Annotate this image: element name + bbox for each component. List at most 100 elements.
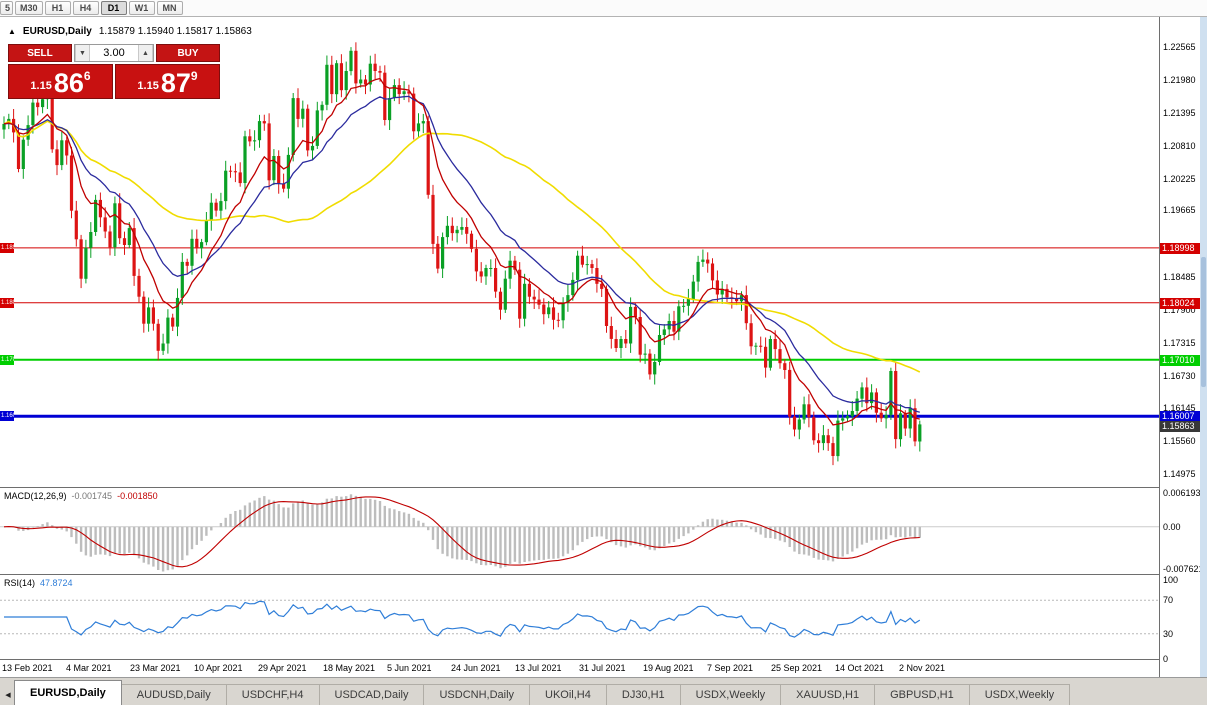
- scrollbar-thumb[interactable]: [1201, 257, 1206, 387]
- level-left-tag: 1.18998: [0, 243, 14, 253]
- price-axis-label: 1.19665: [1163, 205, 1196, 215]
- chart-tab-xauusd-h1[interactable]: XAUUSD,H1: [780, 684, 876, 705]
- level-price-tag: 1.17010: [1160, 355, 1200, 366]
- time-axis: 13 Feb 2021 4 Mar 2021 23 Mar 2021 10 Apr 2…: [0, 659, 1159, 677]
- current-price-tag: 1.15863: [1160, 421, 1200, 432]
- chart-column: ▲ EURUSD,Daily 1.15879 1.15940 1.15817 1…: [0, 17, 1160, 677]
- price-axis-label: 1.20225: [1163, 174, 1196, 184]
- macd-indicator-label: MACD(12,26,9) -0.001745 -0.001850: [4, 491, 158, 501]
- rsi-title: RSI(14): [4, 578, 36, 588]
- volume-increase-button[interactable]: ▲: [138, 45, 153, 61]
- date-label: 19 Aug 2021: [643, 663, 694, 673]
- chart-tab-eurusd-daily[interactable]: EURUSD,Daily: [14, 680, 122, 705]
- ask-price-pipette: 9: [190, 69, 198, 83]
- ask-price-prefix: 1.15: [137, 80, 159, 92]
- sell-button[interactable]: SELL: [8, 44, 72, 62]
- price-panel: ▲ EURUSD,Daily 1.15879 1.15940 1.15817 1…: [0, 17, 1159, 487]
- macd-axis-label: 0.006193: [1163, 488, 1201, 498]
- buy-button[interactable]: BUY: [156, 44, 220, 62]
- macd-axis-label: -0.007621: [1163, 564, 1204, 574]
- price-chart-canvas[interactable]: [0, 17, 1159, 487]
- rsi-axis-label: 70: [1163, 595, 1174, 605]
- chart-tab-bar: ◀ EURUSD,Daily AUDUSD,Daily USDCHF,H4 USDCA…: [0, 677, 1207, 705]
- price-axis-label: 1.21395: [1163, 108, 1196, 118]
- price-axis: 1.22565 1.21980 1.21395 1.20810 1.20225 1.196…: [1160, 17, 1204, 677]
- bid-price-big-digits: 86: [53, 68, 84, 98]
- level-price-tag: 1.16007: [1160, 411, 1200, 422]
- date-label: 10 Apr 2021: [194, 663, 243, 673]
- rsi-axis-label: 100: [1163, 575, 1179, 585]
- date-label: 2 Nov 2021: [899, 663, 946, 673]
- tabs-row: EURUSD,Daily AUDUSD,Daily USDCHF,H4 USDCAD,…: [14, 677, 1071, 705]
- volume-decrease-button[interactable]: ▼: [75, 45, 90, 61]
- price-axis-label: 1.17900: [1163, 305, 1196, 315]
- date-label: 13 Feb 2021: [2, 663, 53, 673]
- price-axis-label: 1.15560: [1163, 436, 1196, 446]
- level-left-tag: 1.17010: [0, 355, 14, 365]
- macd-chart-canvas[interactable]: [0, 488, 1159, 574]
- price-axis-label: 1.16145: [1163, 403, 1196, 413]
- timeframe-toolbar: 5 M30 H1 H4 D1 W1 MN: [0, 0, 1207, 17]
- rsi-value: 47.8724: [40, 578, 73, 588]
- timeframe-button-w1[interactable]: W1: [128, 1, 155, 15]
- date-label: 24 Jun 2021: [451, 663, 501, 673]
- one-click-trade-panel: SELL ▼ 3.00 ▲ BUY 1.15 86 6: [8, 44, 220, 99]
- chart-title: ▲ EURUSD,Daily 1.15879 1.15940 1.15817 1…: [8, 26, 252, 37]
- trade-buttons-row: SELL ▼ 3.00 ▲ BUY: [8, 44, 220, 62]
- chart-tab-ukoil-h4[interactable]: UKOil,H4: [529, 684, 607, 705]
- chart-symbol-label: EURUSD,Daily: [22, 26, 92, 37]
- bid-price-pipette: 6: [83, 69, 91, 83]
- macd-main-value: -0.001745: [71, 491, 113, 501]
- timeframe-button-m30[interactable]: M30: [15, 1, 43, 15]
- level-left-tag: 1.16007: [0, 411, 14, 421]
- ask-price-big-digits: 87: [160, 68, 191, 98]
- ask-quote-button[interactable]: 1.15 87 9: [115, 64, 220, 99]
- timeframe-button-mn[interactable]: MN: [156, 1, 183, 15]
- vertical-scrollbar[interactable]: [1200, 17, 1207, 677]
- chart-tab-dj30-h1[interactable]: DJ30,H1: [605, 684, 681, 705]
- price-axis-label: 1.22565: [1163, 42, 1196, 52]
- rsi-indicator-label: RSI(14) 47.8724: [4, 578, 73, 588]
- macd-signal-value: -0.001850: [117, 491, 158, 501]
- price-axis-label: 1.21980: [1163, 75, 1196, 85]
- chart-tab-usdcad-daily[interactable]: USDCAD,Daily: [318, 684, 425, 705]
- timeframe-button-5[interactable]: 5: [0, 1, 13, 15]
- price-axis-label: 1.17315: [1163, 338, 1196, 348]
- bid-price-prefix: 1.15: [30, 80, 52, 92]
- price-axis-label: 1.18485: [1163, 272, 1196, 282]
- chart-tab-gbpusd-h1[interactable]: GBPUSD,H1: [874, 684, 970, 705]
- date-label: 18 May 2021: [323, 663, 376, 673]
- quote-boxes-row: 1.15 86 6 1.15 87 9: [8, 64, 220, 99]
- rsi-axis-label: 0: [1163, 654, 1169, 664]
- chart-ohlc-values: 1.15879 1.15940 1.15817 1.15863: [98, 26, 252, 37]
- macd-panel: MACD(12,26,9) -0.001745 -0.001850: [0, 487, 1159, 574]
- rsi-chart-canvas[interactable]: [0, 575, 1159, 659]
- chart-tab-usdx-weekly[interactable]: USDX,Weekly: [968, 684, 1071, 705]
- chart-tab-audusd-daily[interactable]: AUDUSD,Daily: [120, 684, 227, 705]
- collapse-trade-panel-icon[interactable]: ▲: [8, 26, 16, 36]
- date-label: 7 Sep 2021: [707, 663, 754, 673]
- date-label: 23 Mar 2021: [130, 663, 181, 673]
- price-axis-label: 1.16730: [1163, 371, 1196, 381]
- timeframe-button-d1[interactable]: D1: [100, 1, 127, 15]
- tab-scroll-left-icon[interactable]: ◀: [5, 692, 11, 699]
- volume-input[interactable]: 3.00: [103, 47, 125, 59]
- timeframe-button-h4[interactable]: H4: [72, 1, 99, 15]
- macd-title: MACD(12,26,9): [4, 491, 67, 501]
- bid-quote-button[interactable]: 1.15 86 6: [8, 64, 113, 99]
- date-label: 4 Mar 2021: [66, 663, 112, 673]
- price-axis-label: 1.14975: [1163, 469, 1196, 479]
- chart-workspace: ▲ EURUSD,Daily 1.15879 1.15940 1.15817 1…: [0, 17, 1207, 677]
- level-price-tag: 1.18024: [1160, 298, 1200, 309]
- rsi-axis-label: 30: [1163, 629, 1174, 639]
- chart-tab-usdcnh-daily[interactable]: USDCNH,Daily: [423, 684, 531, 705]
- chart-tab-usdx-weekly[interactable]: USDX,Weekly: [679, 684, 782, 705]
- timeframe-button-h1[interactable]: H1: [44, 1, 71, 15]
- chart-tab-usdchf-h4[interactable]: USDCHF,H4: [225, 684, 320, 705]
- rsi-panel: RSI(14) 47.8724: [0, 574, 1159, 659]
- date-label: 29 Apr 2021: [258, 663, 307, 673]
- date-label: 31 Jul 2021: [579, 663, 626, 673]
- date-label: 5 Jun 2021: [387, 663, 432, 673]
- date-label: 14 Oct 2021: [835, 663, 885, 673]
